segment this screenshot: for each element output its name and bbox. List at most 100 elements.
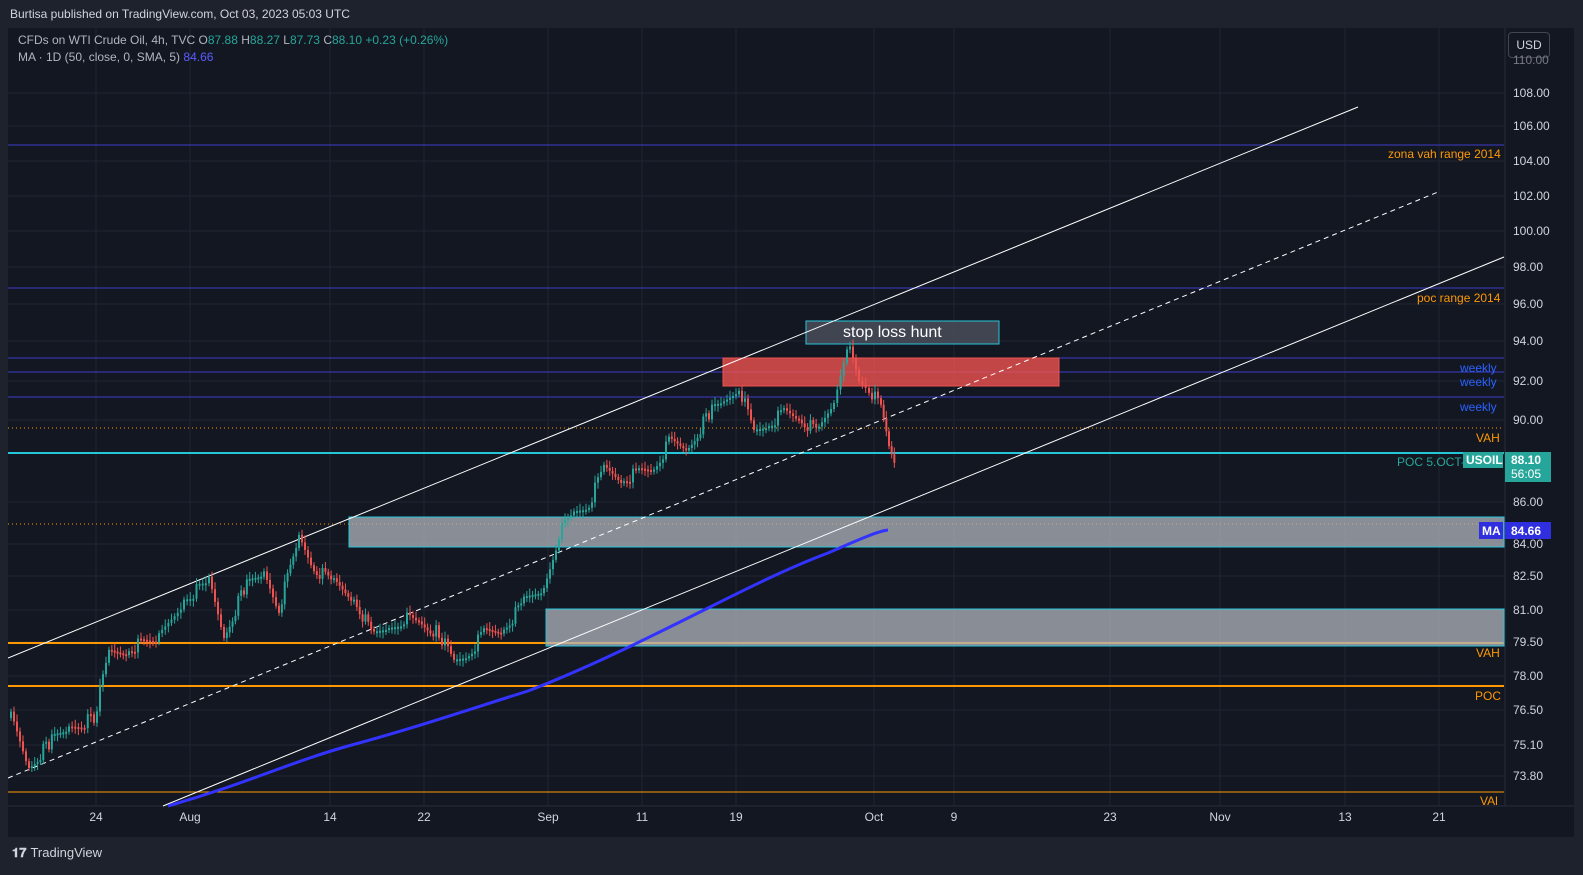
candle-body (201, 583, 204, 586)
candle-body (477, 634, 479, 652)
candle-body (726, 399, 728, 402)
candle-body (558, 539, 560, 551)
ma-legend-label[interactable]: MA · 1D (50, close, 0, SMA, 5) (18, 50, 181, 64)
candle-body (108, 649, 110, 663)
candle-body (333, 578, 335, 581)
candle-body (880, 398, 882, 405)
candle-body (474, 651, 476, 654)
candle-body (89, 714, 92, 717)
candle-body (809, 420, 812, 431)
candle-body (570, 515, 572, 518)
candle-body (608, 467, 611, 471)
candle-body (846, 349, 848, 363)
time-tick-label: 14 (323, 810, 337, 824)
candle-body (415, 617, 417, 621)
symbol-price-tag: USOIL (1463, 452, 1503, 468)
candle-body (803, 423, 806, 428)
candle-body (260, 576, 263, 579)
high-value: 88.27 (249, 33, 280, 47)
open-value: 87.88 (207, 33, 238, 47)
candle-body (503, 629, 505, 634)
candle-body (367, 614, 370, 622)
candle-body (555, 550, 557, 560)
low-value: 87.73 (289, 33, 320, 47)
candle-body (243, 590, 245, 595)
ma-legend[interactable]: MA · 1D (50, close, 0, SMA, 5) 84.66 (18, 50, 213, 64)
candle-body (105, 662, 107, 675)
candle-body (534, 594, 537, 597)
candle-body (237, 595, 240, 616)
candle-body (385, 630, 387, 632)
symbol-title[interactable]: CFDs on WTI Crude Oil, 4h, TVC (18, 33, 196, 47)
candle-body (693, 441, 696, 445)
vah-top-label: VAH (1476, 431, 1500, 445)
symbol-legend[interactable]: CFDs on WTI Crude Oil, 4h, TVC O87.88 H8… (18, 33, 448, 47)
price-tick-label: 100.00 (1513, 224, 1550, 238)
poc-oct-label: POC 5.OCT- (1397, 455, 1466, 469)
candle-body (537, 593, 540, 596)
candle-body (234, 615, 237, 622)
candle-body (361, 614, 364, 622)
candle-body (861, 381, 864, 385)
candle-body (635, 468, 637, 471)
candle-body (670, 436, 673, 439)
chart-area[interactable]: CFDs on WTI Crude Oil, 4h, TVC O87.88 H8… (8, 28, 1574, 837)
candle-body (591, 502, 593, 508)
candle-body (122, 653, 125, 656)
candle-body (818, 426, 820, 429)
candle-body (280, 604, 283, 613)
candle-body (158, 633, 160, 643)
currency-button[interactable]: USD (1508, 32, 1550, 58)
weekly-label-3: weekly (1460, 400, 1497, 414)
price-tick-label: 81.00 (1513, 603, 1544, 617)
candle-body (266, 571, 268, 580)
tradingview-logo[interactable]: 𝟏𝟕 TradingView (12, 845, 102, 861)
candle-body (240, 590, 243, 596)
candle-body (137, 638, 139, 653)
candle-body (214, 589, 216, 602)
candle-body (783, 408, 785, 411)
candle-body (418, 620, 420, 623)
candle-body (204, 583, 207, 586)
candle-body (579, 510, 581, 513)
candle-body (603, 464, 605, 472)
high-label: H (241, 33, 250, 47)
chart-canvas[interactable] (8, 28, 1574, 837)
last-price-tag: 88.10 56:05 (1505, 452, 1551, 482)
candle-body (741, 390, 743, 402)
candle-body (10, 711, 12, 718)
candle-body (251, 578, 254, 581)
candle-body (53, 733, 56, 736)
candle-body (471, 653, 473, 657)
candle-body (690, 444, 693, 448)
candle-body (485, 628, 488, 631)
time-tick-label: Nov (1209, 810, 1231, 824)
candle-body (254, 577, 257, 580)
candle-body (839, 376, 842, 390)
candle-body (406, 612, 408, 625)
candle-body (893, 454, 896, 463)
candle-body (514, 607, 517, 624)
price-tick-label: 82.50 (1513, 569, 1544, 583)
candle-body (747, 398, 749, 410)
ma-price-tag: 84.66 (1505, 522, 1551, 539)
candle-body (272, 588, 274, 598)
candle-body (738, 390, 740, 395)
candle-body (594, 482, 596, 503)
candle-body (505, 627, 508, 630)
demand-zone-upper (348, 516, 1505, 548)
ma-tag: MA (1479, 522, 1503, 539)
candle-body (292, 556, 295, 565)
price-tick-label: 75.10 (1513, 738, 1544, 752)
price-tick-label: 92.00 (1513, 374, 1544, 388)
candle-body (868, 387, 870, 393)
candle-body (765, 428, 767, 431)
candle-body (74, 726, 77, 729)
candle-body (494, 630, 497, 633)
candle-body (549, 569, 551, 579)
candle-body (576, 511, 578, 513)
price-tick-label: 104.00 (1513, 154, 1550, 168)
candle-body (397, 626, 399, 629)
candle-body (186, 599, 189, 602)
candle-body (714, 404, 716, 407)
